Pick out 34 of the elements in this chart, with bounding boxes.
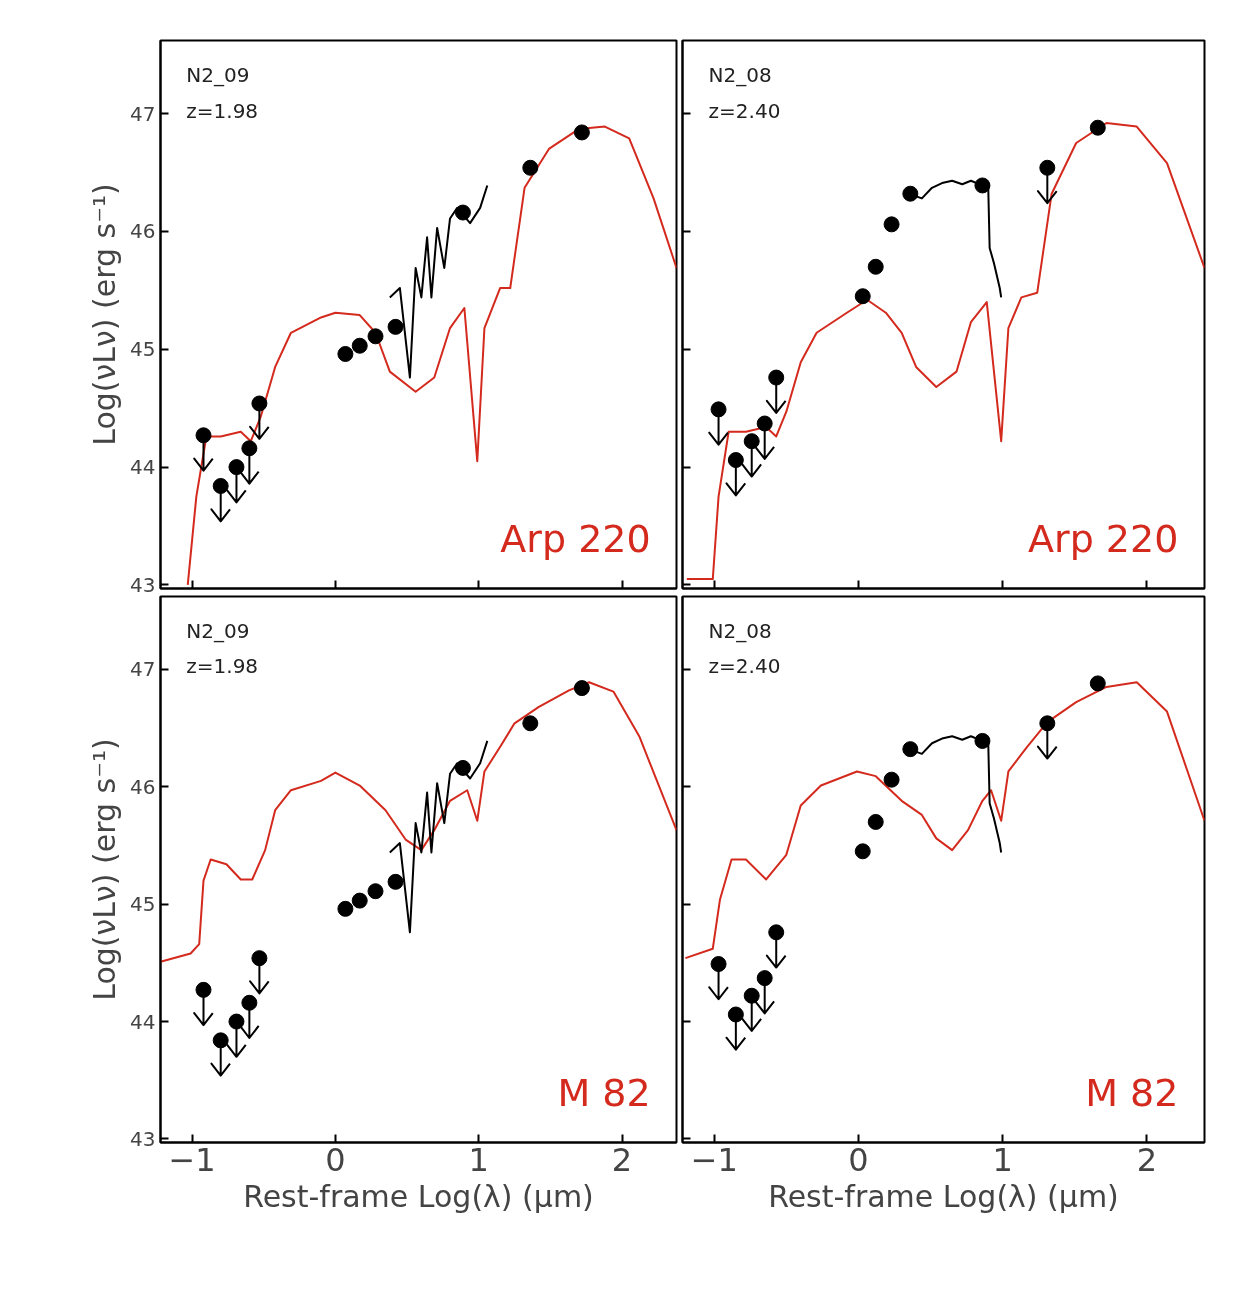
y-axis-title: Log(νLν) (erg s⁻¹) — [87, 738, 123, 1001]
y-tick-label: 46 — [130, 774, 156, 799]
y-tick-label: 47 — [130, 101, 156, 126]
series-label: Arp 220 — [500, 517, 651, 562]
text: M 82 — [557, 1071, 651, 1116]
annotation: z=2.40 — [708, 654, 781, 679]
text: M 82 — [1085, 1071, 1179, 1116]
x-tick-label: 0 — [848, 1140, 869, 1179]
x-tick-label: 1 — [992, 1140, 1013, 1179]
text: Arp 220 — [1028, 517, 1179, 562]
y-tick-label: 44 — [130, 455, 156, 480]
annotation: N2_09 — [186, 618, 250, 643]
y-tick-label: 43 — [130, 1126, 156, 1151]
annotation: N2_08 — [708, 63, 772, 88]
y-tick-label: 45 — [130, 337, 156, 362]
x-axis-title: Rest-frame Log(λ) (μm) — [243, 1178, 594, 1214]
x-tick-label: −1 — [690, 1140, 738, 1179]
y-axis-title: Log(νLν) (erg s⁻¹) — [87, 183, 123, 446]
x-tick-label: 0 — [325, 1140, 346, 1179]
annotation: z=2.40 — [708, 98, 781, 123]
x-tick-label: 1 — [468, 1140, 489, 1179]
x-tick-label: 2 — [1136, 1140, 1157, 1179]
x-tick-label: −1 — [168, 1140, 216, 1179]
x-axis-title: Rest-frame Log(λ) (μm) — [768, 1178, 1119, 1214]
annotation: N2_09 — [186, 63, 250, 88]
y-tick-label: 43 — [130, 572, 156, 597]
annotation: z=1.98 — [186, 654, 259, 679]
y-tick-label: 45 — [130, 892, 156, 917]
annotation: z=1.98 — [186, 98, 259, 123]
y-tick-label: 46 — [130, 219, 156, 244]
y-tick-label: 47 — [130, 657, 156, 682]
annotation: N2_08 — [708, 618, 772, 643]
x-tick-label: 2 — [611, 1140, 633, 1179]
y-tick-label: 44 — [130, 1009, 156, 1034]
